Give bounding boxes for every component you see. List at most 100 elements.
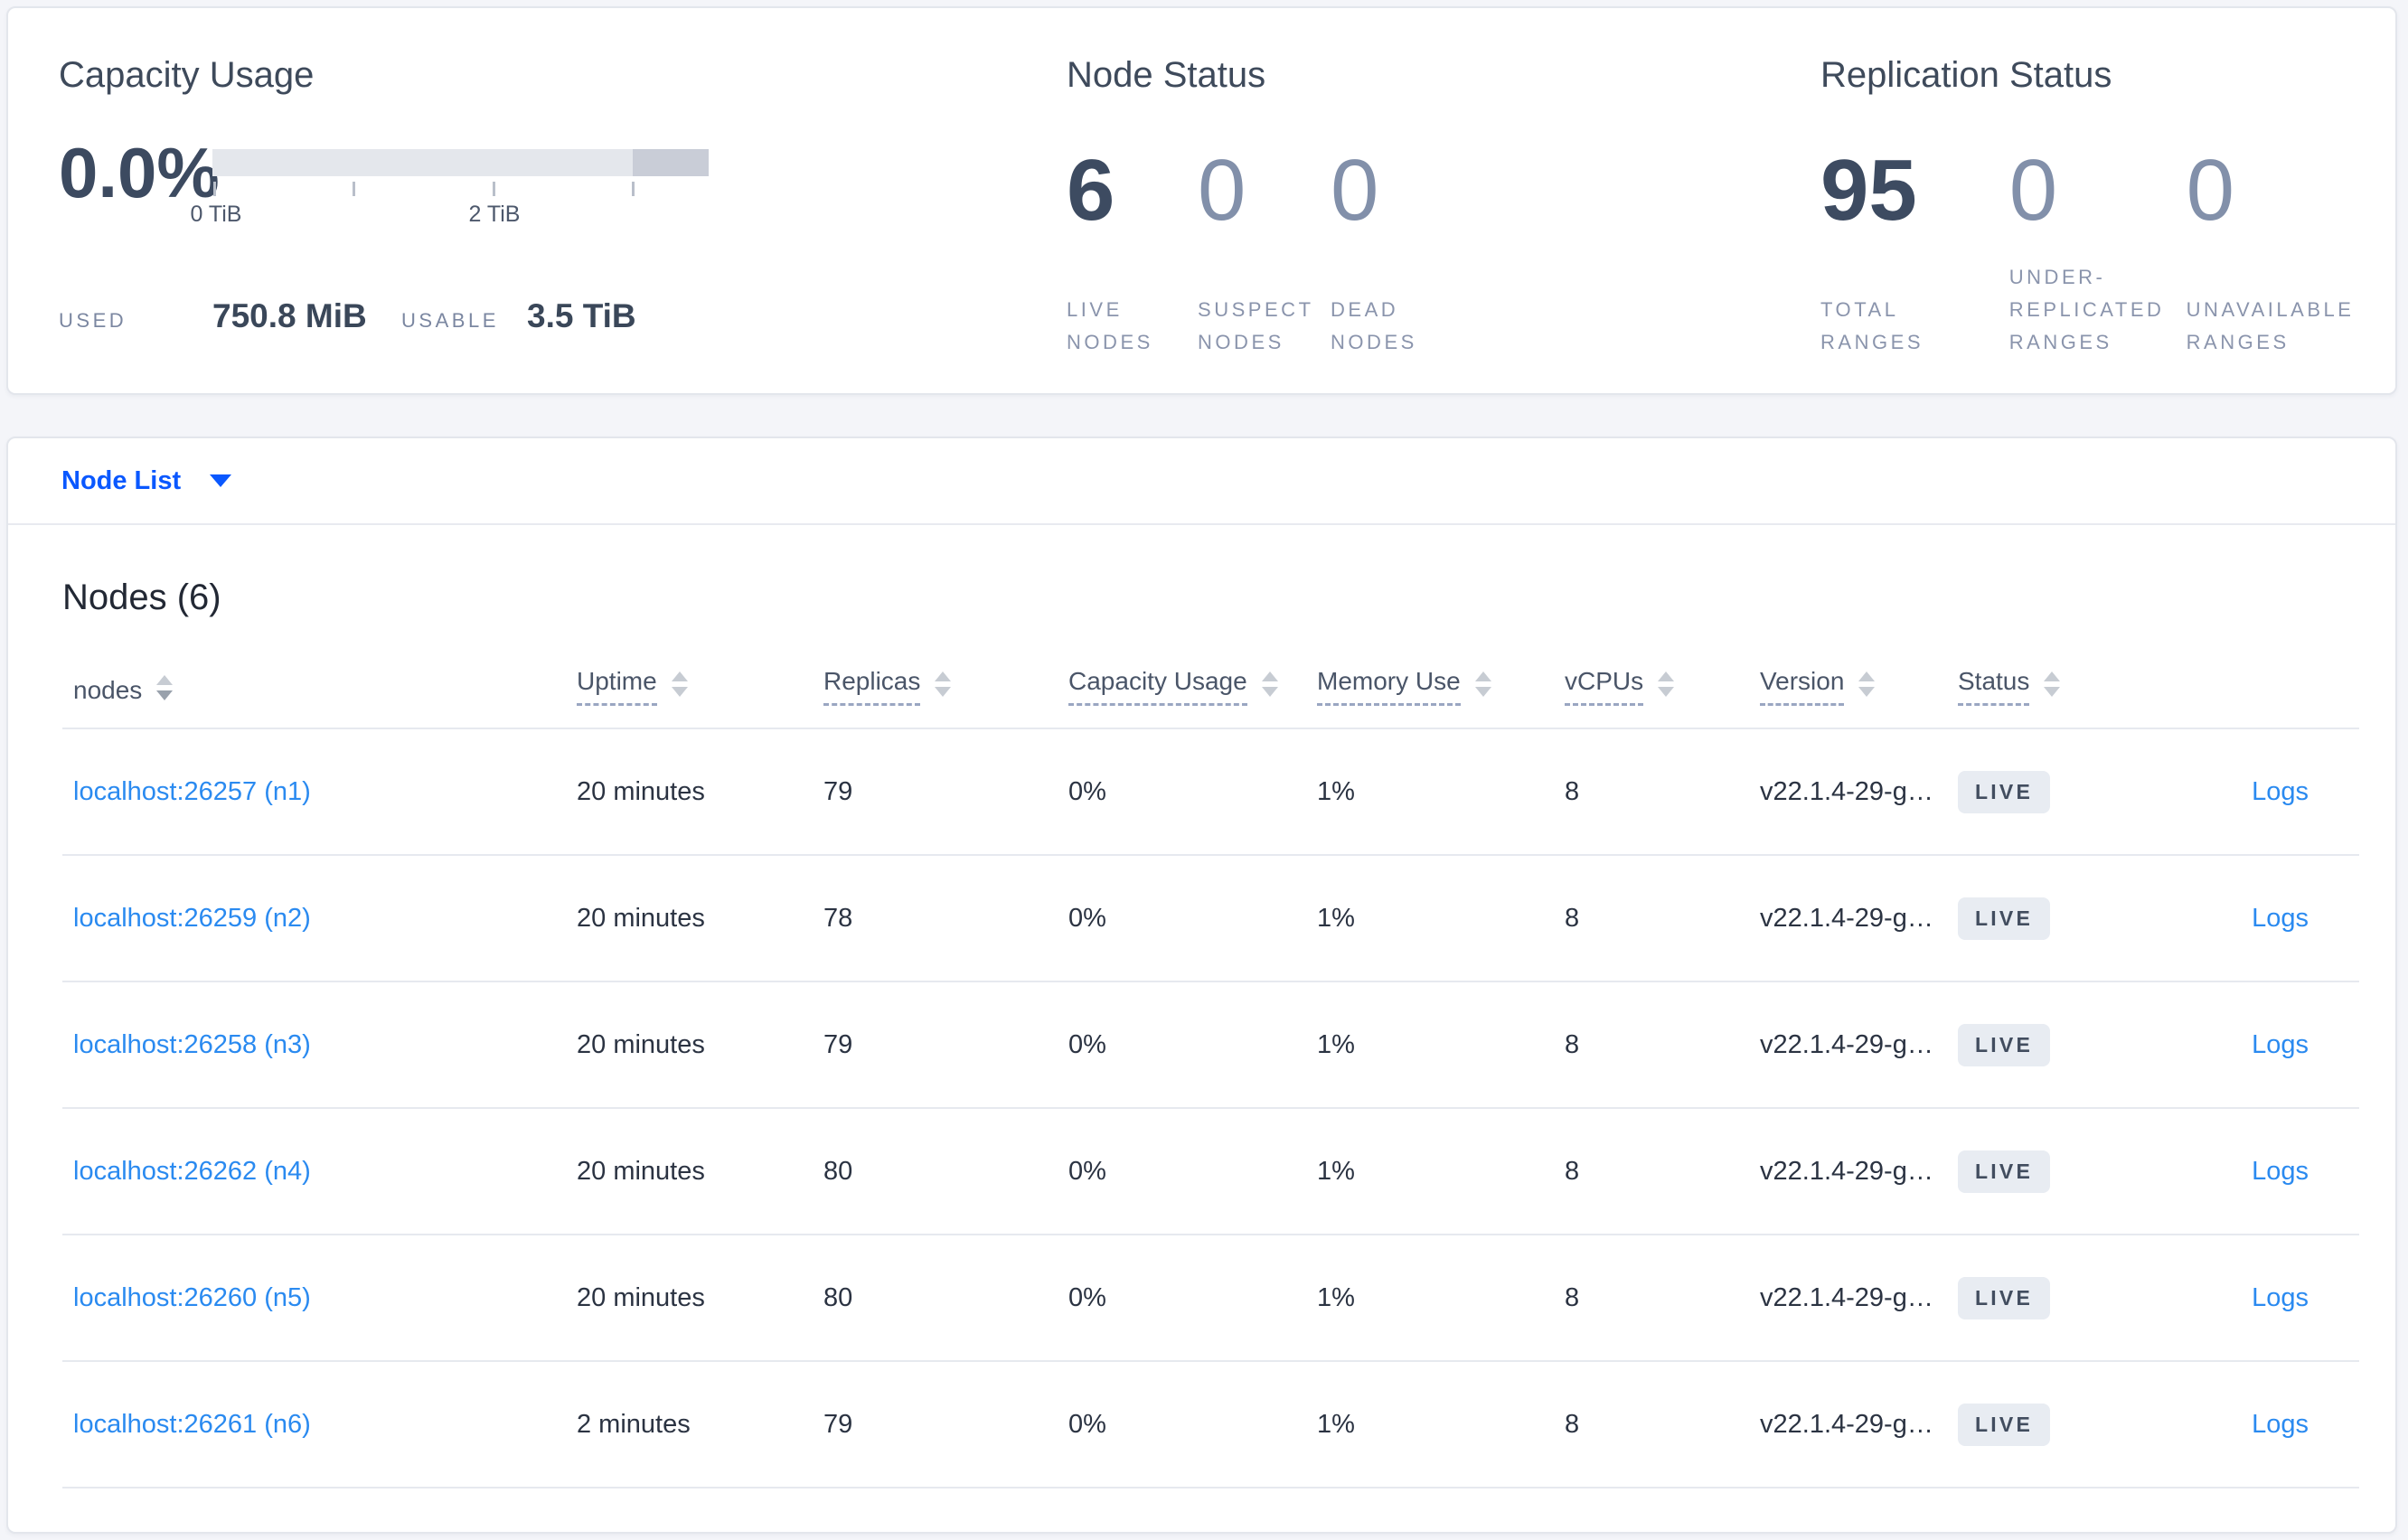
node-address-link[interactable]: localhost:26260 (n5) (73, 1282, 311, 1312)
replicas-cell: 80 (823, 1282, 853, 1312)
suspect-nodes-count: 0 (1198, 142, 1246, 239)
memory-use-cell: 1% (1317, 1029, 1355, 1059)
column-header-memory-use[interactable]: Memory Use (1306, 667, 1554, 728)
column-header-label: nodes (73, 676, 143, 704)
column-header-vcpus[interactable]: vCPUs (1554, 667, 1749, 728)
capacity-usage-cell: 0% (1068, 1409, 1106, 1439)
table-row: localhost:26261 (n6) 2 minutes 79 0% 1% … (62, 1362, 2359, 1488)
cluster-summary-card: Capacity Usage 0.0% 0 TiB 2 TiB USED 750… (6, 6, 2397, 395)
usable-label: USABLE (401, 309, 499, 332)
node-address-link[interactable]: localhost:26258 (n3) (73, 1029, 311, 1059)
table-row: localhost:26257 (n1) 20 minutes 79 0% 1%… (62, 729, 2359, 856)
version-cell: v22.1.4-29-g… (1760, 1156, 1933, 1186)
sort-icon (2044, 671, 2061, 697)
column-header-nodes[interactable]: nodes (62, 675, 566, 728)
sort-icon (1858, 671, 1876, 697)
total-ranges-label: TOTAL RANGES (1820, 298, 1924, 353)
node-list-card: Node List Nodes (6) nodes Uptime Replica… (6, 437, 2397, 1534)
memory-use-cell: 1% (1317, 1156, 1355, 1186)
logs-link[interactable]: Logs (2252, 1409, 2309, 1439)
logs-link[interactable]: Logs (2252, 1156, 2309, 1186)
capacity-usage-title: Capacity Usage (59, 55, 315, 95)
capacity-usage-panel: Capacity Usage 0.0% 0 TiB 2 TiB USED 750… (59, 52, 1067, 355)
sort-icon (671, 671, 688, 697)
caret-down-icon (210, 474, 232, 487)
sort-icon (1474, 671, 1491, 697)
live-nodes-stat: 6 LIVE NODES (1067, 147, 1198, 359)
node-address-link[interactable]: localhost:26257 (n1) (73, 776, 311, 806)
status-badge: LIVE (1958, 1403, 2051, 1446)
version-cell: v22.1.4-29-g… (1760, 903, 1933, 933)
vcpus-cell: 8 (1565, 1156, 1580, 1186)
capacity-bar-track (212, 149, 709, 176)
vcpus-cell: 8 (1565, 903, 1580, 933)
total-ranges-count: 95 (1820, 142, 1917, 239)
column-header-label: Capacity Usage (1068, 667, 1247, 706)
dead-nodes-count: 0 (1331, 142, 1379, 239)
status-badge: LIVE (1958, 770, 2051, 813)
node-list-dropdown-label[interactable]: Node List (61, 465, 232, 496)
status-badge: LIVE (1958, 897, 2051, 940)
under-replicated-ranges-stat: 0 UNDER-REPLICATED RANGES (2008, 142, 2187, 359)
column-header-label: Memory Use (1317, 667, 1461, 706)
uptime-cell: 2 minutes (577, 1409, 691, 1439)
unavailable-ranges-stat: 0 UNAVAILABLE RANGES (2186, 142, 2395, 359)
capacity-usage-cell: 0% (1068, 1282, 1106, 1312)
nodes-table: nodes Uptime Replicas Capacity Usage Mem… (62, 639, 2359, 1488)
table-row: localhost:26258 (n3) 20 minutes 79 0% 1%… (62, 982, 2359, 1109)
vcpus-cell: 8 (1565, 776, 1580, 806)
table-row: localhost:26262 (n4) 20 minutes 80 0% 1%… (62, 1109, 2359, 1235)
node-status-panel: Node Status 6 LIVE NODES 0 SUSPECT NODES… (1067, 52, 1820, 355)
uptime-cell: 20 minutes (577, 1029, 705, 1059)
memory-use-cell: 1% (1317, 1409, 1355, 1439)
capacity-usage-cell: 0% (1068, 1029, 1106, 1059)
logs-link[interactable]: Logs (2252, 1282, 2309, 1312)
memory-use-cell: 1% (1317, 1282, 1355, 1312)
uptime-cell: 20 minutes (577, 1282, 705, 1312)
used-value: 750.8 MiB (212, 297, 367, 334)
status-badge: LIVE (1958, 1150, 2051, 1193)
replicas-cell: 80 (823, 1156, 853, 1186)
column-header-label: Uptime (577, 667, 657, 706)
node-address-link[interactable]: localhost:26262 (n4) (73, 1156, 311, 1186)
under-replicated-count: 0 (2008, 142, 2058, 239)
logs-link[interactable]: Logs (2252, 1029, 2309, 1059)
status-badge: LIVE (1958, 1276, 2051, 1319)
column-header-label: vCPUs (1565, 667, 1644, 706)
logs-link[interactable]: Logs (2252, 776, 2309, 806)
sort-icon (935, 671, 952, 697)
nodes-heading: Nodes (6) (62, 578, 221, 617)
table-row: localhost:26259 (n2) 20 minutes 78 0% 1%… (62, 856, 2359, 982)
column-header-version[interactable]: Version (1749, 667, 1947, 728)
sort-icon (156, 675, 174, 700)
nodes-table-body: localhost:26257 (n1) 20 minutes 79 0% 1%… (62, 729, 2359, 1488)
axis-tick-label: 2 TiB (468, 202, 521, 227)
dead-nodes-label: DEAD NODES (1331, 298, 1417, 353)
column-header-uptime[interactable]: Uptime (566, 667, 813, 728)
replication-status-panel: Replication Status 95 TOTAL RANGES 0 UND… (1820, 52, 2395, 355)
replicas-cell: 79 (823, 776, 853, 806)
column-header-replicas[interactable]: Replicas (813, 667, 1058, 728)
node-address-link[interactable]: localhost:26259 (n2) (73, 903, 311, 933)
column-header-status[interactable]: Status (1947, 667, 2171, 728)
unavailable-count: 0 (2186, 142, 2235, 239)
replicas-cell: 79 (823, 1409, 853, 1439)
memory-use-cell: 1% (1317, 776, 1355, 806)
sort-icon (1658, 671, 1675, 697)
node-list-text: Node List (61, 465, 182, 495)
axis-tick-label: 0 TiB (190, 202, 242, 227)
version-cell: v22.1.4-29-g… (1760, 1029, 1933, 1059)
node-status-title: Node Status (1067, 55, 1266, 95)
replicas-cell: 79 (823, 1029, 853, 1059)
capacity-bar-reserved-segment (633, 149, 709, 176)
suspect-nodes-stat: 0 SUSPECT NODES (1198, 142, 1331, 359)
live-nodes-label: LIVE NODES (1067, 298, 1153, 353)
nodes-table-header-row: nodes Uptime Replicas Capacity Usage Mem… (62, 639, 2359, 729)
logs-link[interactable]: Logs (2252, 903, 2309, 933)
used-label: USED (59, 309, 127, 332)
capacity-usage-cell: 0% (1068, 776, 1106, 806)
node-address-link[interactable]: localhost:26261 (n6) (73, 1409, 311, 1439)
node-list-dropdown[interactable]: Node List (8, 438, 2395, 525)
column-header-capacity-usage[interactable]: Capacity Usage (1058, 667, 1306, 728)
total-ranges-stat: 95 TOTAL RANGES (1820, 142, 2009, 359)
